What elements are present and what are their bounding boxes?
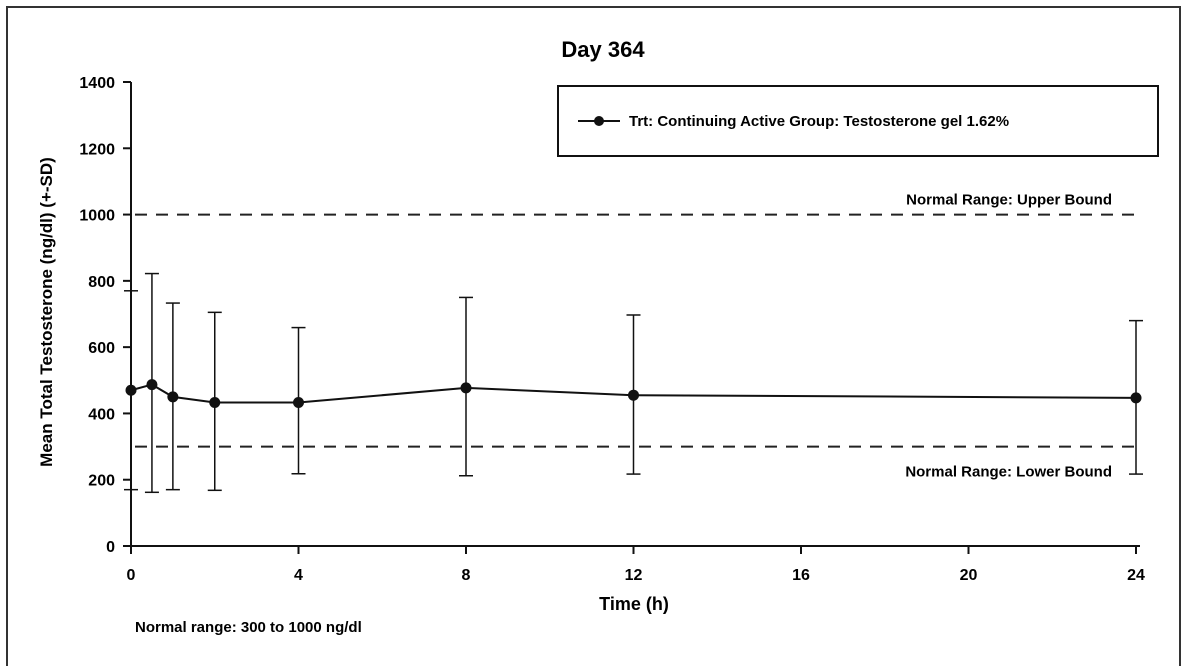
figure-frame	[6, 6, 1181, 666]
y-tick-label: 400	[88, 406, 115, 423]
chart-title: Day 364	[561, 37, 645, 62]
y-tick-label: 1000	[79, 208, 115, 225]
y-tick-label: 1400	[79, 75, 115, 92]
y-axis-label: Mean Total Testosterone (ng/dl) (+-SD)	[37, 157, 56, 467]
data-point	[293, 396, 304, 408]
legend-box	[557, 85, 1159, 157]
y-tick-label: 600	[88, 340, 115, 357]
x-ticks: 0 4 8 12 16 20 24	[127, 546, 1145, 584]
footnote: Normal range: 300 to 1000 ng/dl	[135, 619, 362, 636]
x-tick-label: 8	[462, 567, 471, 584]
y-tick-label: 0	[106, 539, 115, 556]
data-point	[209, 396, 221, 408]
lower-bound-label: Normal Range: Lower Bound	[905, 464, 1112, 481]
x-tick-label: 12	[625, 567, 643, 584]
x-tick-label: 0	[127, 567, 136, 584]
legend-label: Trt: Continuing Active Group: Testostero…	[629, 113, 1009, 130]
testosterone-chart: Day 364 0 200 400 600 800 1000 1200 1400 0 4 8 12 1…	[37, 37, 1159, 636]
data-point	[1130, 392, 1142, 404]
data-point	[167, 391, 179, 403]
series	[124, 272, 1143, 494]
y-tick-label: 200	[88, 473, 115, 490]
y-tick-label: 800	[88, 274, 115, 291]
data-point	[460, 382, 472, 394]
data-point	[146, 379, 158, 391]
x-tick-label: 24	[1127, 567, 1145, 584]
reference-lines: Normal Range: Upper Bound Normal Range: L…	[135, 192, 1136, 481]
data-point	[125, 384, 137, 396]
y-tick-label: 1200	[79, 141, 115, 158]
x-tick-label: 16	[792, 567, 810, 584]
legend-marker	[594, 116, 604, 126]
x-tick-label: 4	[294, 567, 303, 584]
data-point	[628, 389, 639, 401]
upper-bound-label: Normal Range: Upper Bound	[906, 192, 1112, 209]
legend: Trt: Continuing Active Group: Testostero…	[557, 85, 1159, 157]
y-ticks: 0 200 400 600 800 1000 1200 1400	[79, 75, 131, 556]
x-tick-label: 20	[960, 567, 978, 584]
x-axis-label: Time (h)	[599, 594, 669, 614]
